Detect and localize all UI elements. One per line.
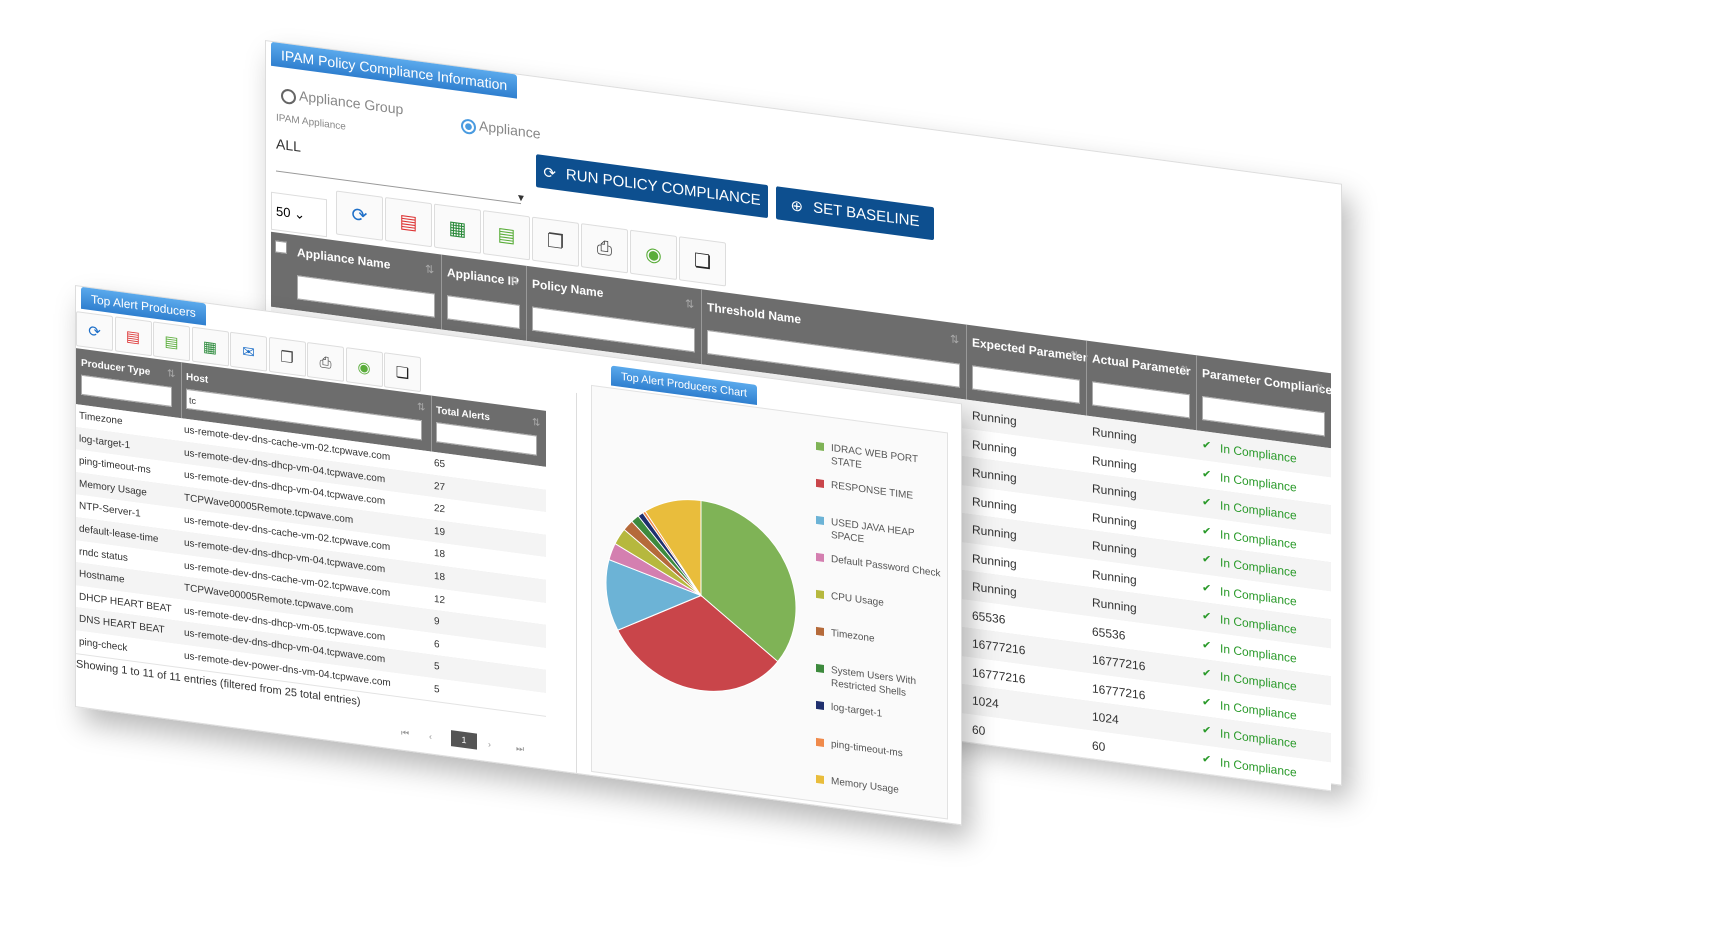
- pie-slice[interactable]: [605, 558, 703, 641]
- toolbar-button[interactable]: ▤: [483, 210, 530, 261]
- column-divider: [966, 324, 967, 400]
- pie-slice[interactable]: [617, 584, 779, 700]
- radio-label: Appliance: [479, 117, 541, 142]
- button-icon: ⊕: [790, 195, 804, 216]
- page-size-select[interactable]: 50 ⌄: [271, 191, 327, 238]
- check-icon: ✔: [1202, 694, 1212, 709]
- column-divider: [1086, 340, 1087, 416]
- legend-swatch: [816, 441, 824, 451]
- legend-swatch: [816, 774, 824, 784]
- sort-icon: ⇅: [1180, 364, 1190, 378]
- toolbar-button[interactable]: ▦: [434, 203, 481, 254]
- button-icon: ⟳: [543, 162, 556, 183]
- action-button[interactable]: ⊕ SET BASELINE: [776, 186, 934, 241]
- check-icon: ✔: [1202, 580, 1212, 595]
- page-size-value: 50: [276, 203, 291, 221]
- toolbar-button[interactable]: ⟳: [336, 190, 383, 241]
- check-icon: ✔: [1202, 466, 1212, 481]
- sort-icon: ⇅: [685, 298, 695, 312]
- pie-slice[interactable]: [700, 499, 797, 665]
- legend-swatch: [816, 663, 824, 673]
- select-value[interactable]: ALL: [276, 135, 301, 155]
- toolbar-button[interactable]: ▤: [385, 197, 432, 248]
- sort-icon: ⇅: [1315, 382, 1325, 396]
- select-all[interactable]: [275, 240, 287, 254]
- legend-swatch: [816, 478, 824, 488]
- alerts-panel: Top Alert Producers ⟳ ▤ ▤ ▦ ✉ ❐ ⎙ ◉ ❏ Producer Typ…: [75, 285, 962, 826]
- toolbar-button[interactable]: ⎙: [581, 223, 628, 274]
- select-caret: ▼: [516, 192, 526, 205]
- cell: 60: [1092, 737, 1106, 754]
- column-divider: [526, 265, 527, 341]
- button-label: SET BASELINE: [813, 199, 920, 231]
- column-divider: [441, 254, 442, 330]
- sort-icon: ⇅: [425, 263, 435, 277]
- cell: 60: [972, 721, 986, 738]
- check-icon: ✔: [1202, 751, 1212, 766]
- check-icon: ✔: [1202, 723, 1212, 738]
- field-label: IPAM Appliance: [276, 112, 346, 133]
- radio-label: Appliance Group: [299, 87, 404, 118]
- check-icon: ✔: [1202, 637, 1212, 652]
- toolbar-button[interactable]: ◉: [630, 229, 677, 280]
- legend-swatch: [816, 626, 824, 636]
- button-label: RUN POLICY COMPLIANCE: [565, 166, 761, 210]
- sort-icon: ⇅: [1070, 349, 1080, 363]
- legend-swatch: [816, 589, 824, 599]
- column-divider: [1196, 355, 1197, 431]
- check-icon: ✔: [1202, 609, 1212, 624]
- pie-slice[interactable]: [644, 493, 702, 598]
- radio[interactable]: [461, 118, 476, 136]
- radio[interactable]: [281, 88, 296, 106]
- legend-swatch: [816, 515, 824, 525]
- pie-chart: [605, 493, 797, 700]
- sort-icon: ⇅: [950, 333, 960, 347]
- check-icon: ✔: [1202, 523, 1212, 538]
- toolbar-button[interactable]: ❐: [532, 216, 579, 267]
- toolbar-button[interactable]: ❏: [679, 236, 726, 287]
- check-icon: ✔: [1202, 552, 1212, 567]
- check-icon: ✔: [1202, 495, 1212, 510]
- column-divider: [701, 289, 702, 365]
- legend-swatch: [816, 552, 824, 562]
- legend-swatch: [816, 700, 824, 710]
- check-icon: ✔: [1202, 438, 1212, 453]
- action-button[interactable]: ⟳ RUN POLICY COMPLIANCE: [536, 154, 768, 219]
- check-icon: ✔: [1202, 666, 1212, 681]
- sort-icon: ⇅: [510, 274, 520, 288]
- legend-swatch: [816, 737, 824, 747]
